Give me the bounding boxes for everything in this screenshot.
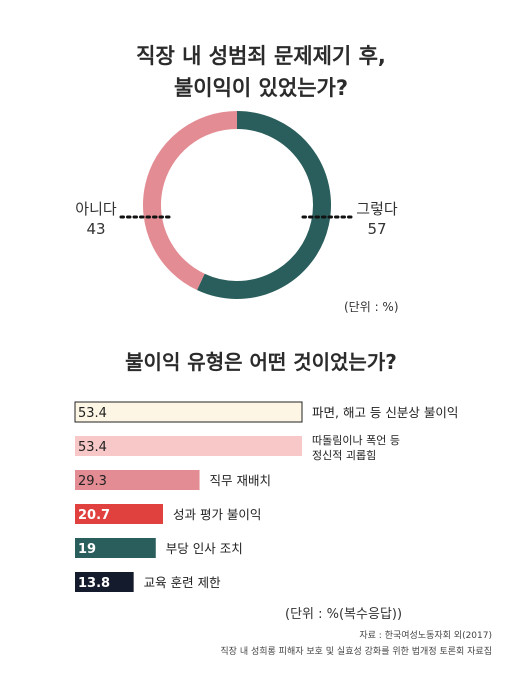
bar-label-2-0: 직무 재배치 — [210, 473, 271, 488]
bar-4 — [75, 538, 156, 558]
bar-value-4: 19 — [78, 542, 96, 557]
bar-2 — [75, 470, 200, 490]
bar-5 — [75, 572, 134, 592]
donut-slice-1 — [143, 111, 238, 291]
bar-label-1-0: 따돌림이나 폭언 등 — [312, 434, 400, 447]
donut-value-yes: 57 — [367, 220, 386, 238]
donut-label-no: 아니다 — [75, 200, 117, 218]
bar-value-2: 29.3 — [78, 474, 107, 489]
bar-value-3: 20.7 — [78, 508, 110, 523]
donut-unit-label: (단위 : %) — [344, 300, 399, 314]
bar-value-5: 13.8 — [78, 576, 110, 591]
bar-chart-title: 불이익 유형은 어떤 것이었는가? — [125, 350, 397, 374]
bar-3 — [75, 504, 163, 524]
donut-value-no: 43 — [86, 220, 105, 238]
donut-title-line-1: 직장 내 성범죄 문제제기 후, — [136, 44, 386, 68]
bar-label-0-0: 파면, 해고 등 신분상 불이익 — [312, 405, 458, 420]
bar-unit-label: (단위 : %(복수응답)) — [285, 607, 403, 622]
bar-1 — [75, 436, 302, 456]
donut-title-line-2: 불이익이 있었는가? — [173, 76, 349, 100]
bar-0 — [74, 401, 303, 423]
bar-value-0: 53.4 — [78, 406, 107, 421]
donut-slice-0 — [196, 111, 331, 299]
source-line-1: 자료 : 한국여성노동자회 외(2017) — [359, 631, 492, 641]
bar-label-1-1: 정신적 괴롭힘 — [312, 449, 376, 462]
bar-value-1: 53.4 — [78, 440, 107, 455]
bar-label-4-0: 부당 인사 조치 — [166, 541, 243, 556]
bar-label-5-0: 교육 훈련 제한 — [144, 575, 221, 590]
bar-label-3-0: 성과 평가 불이익 — [173, 507, 261, 522]
source-line-2: 직장 내 성희롱 피해자 보호 및 실효성 강화를 위한 법개정 토론회 자료집 — [220, 647, 492, 657]
donut-label-yes: 그렇다 — [356, 200, 398, 218]
